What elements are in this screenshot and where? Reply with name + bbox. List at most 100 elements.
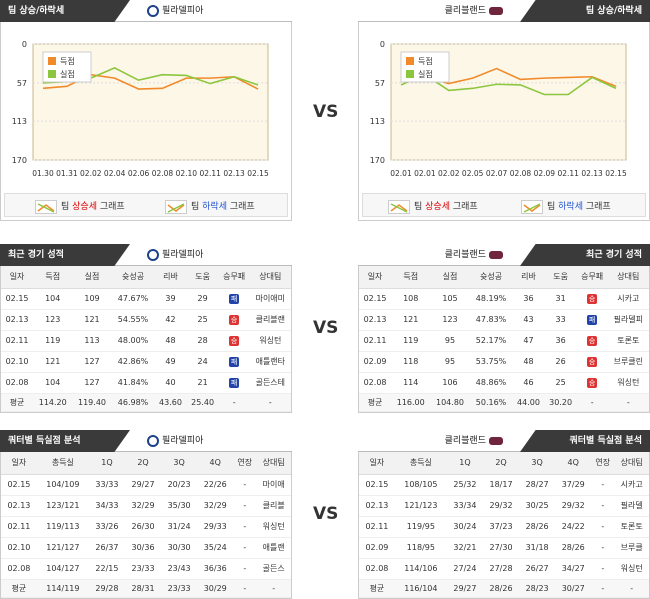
table-cell: 114/119 bbox=[36, 579, 89, 598]
table-cell: - bbox=[218, 393, 250, 412]
x-tick-label: 02.15 bbox=[605, 169, 627, 178]
table-cell: 22/15 bbox=[88, 558, 125, 580]
x-tick-label: 02.06 bbox=[128, 169, 150, 178]
table-cell: 47.83% bbox=[469, 309, 513, 331]
table-cell: 119/113 bbox=[36, 516, 89, 538]
table-cell: 29/32 bbox=[482, 495, 520, 517]
table-row: 02.11 119 113 48.00% 48 28 승 워싱턴 bbox=[1, 330, 291, 352]
table-cell: 119.40 bbox=[72, 393, 112, 412]
table-cell: 114 bbox=[391, 372, 431, 394]
table-cell: 30/29 bbox=[197, 579, 234, 598]
table-cell: 106 bbox=[430, 372, 470, 394]
table-cell: 골든스 bbox=[256, 558, 291, 580]
result-cell: 승 bbox=[576, 372, 608, 394]
table-cell: 46.98% bbox=[111, 393, 155, 412]
table-cell: 35/24 bbox=[197, 537, 234, 559]
table-cell: 46 bbox=[512, 372, 545, 394]
col-header: 리바 bbox=[512, 266, 545, 289]
table-cell: - bbox=[607, 393, 649, 412]
col-header: 승무패 bbox=[218, 266, 250, 289]
down-graph-icon bbox=[165, 199, 187, 214]
table-cell: 33/26 bbox=[88, 516, 125, 538]
table-cell: 121/127 bbox=[36, 537, 89, 559]
table-row: 02.13 123 121 54.55% 42 25 승 클리블랜 bbox=[1, 309, 291, 331]
table-cell: 33/33 bbox=[88, 474, 125, 496]
right-graph-legend: 팀 상승세 그래프 팀 하락세 그래프 bbox=[362, 193, 646, 217]
table-cell: 35/30 bbox=[161, 495, 198, 517]
average-row: 평균 114/119 29/28 28/31 23/33 30/29- - bbox=[1, 579, 291, 598]
table-cell: 02.10 bbox=[1, 537, 37, 559]
table-cell: 02.15 bbox=[359, 288, 392, 310]
vs-label-3: VS bbox=[313, 504, 339, 524]
table-row: 02.13 121 123 47.83% 43 33 패 필라델피 bbox=[359, 309, 649, 331]
left-quarter-table: 일자 총득실 1Q 2Q 3Q 4Q 연장 상대팀 02.15 104/109 33/33 29/27… bbox=[1, 452, 291, 598]
table-cell: 36 bbox=[544, 330, 577, 352]
right-recent-panel: 클리블랜드 최근 경기 성적 일자 득점 실점 슛성공 리바 도움 승무패 상대팀 02.15 1… bbox=[358, 244, 650, 413]
table-cell: 29/27 bbox=[124, 474, 162, 496]
right-recent-title: 최근 경기 성적 bbox=[520, 244, 650, 266]
table-cell: - bbox=[591, 495, 615, 517]
col-header: 상대팀 bbox=[256, 452, 291, 475]
result-badge: 승 bbox=[587, 335, 598, 346]
legend-label: 실점 bbox=[60, 69, 75, 79]
table-row: 02.10 121/127 26/37 30/36 30/30 35/24- 애틀랜 bbox=[1, 537, 291, 559]
table-row: 02.10 121 127 42.86% 49 24 패 애틀랜타 bbox=[1, 351, 291, 373]
vs-label-2: VS bbox=[313, 318, 339, 338]
table-cell: 123 bbox=[33, 309, 73, 331]
table-cell: 27/24 bbox=[446, 558, 483, 580]
table-cell: 121 bbox=[72, 309, 112, 331]
table-cell: 30.20 bbox=[544, 393, 577, 412]
table-cell: 27/30 bbox=[482, 537, 520, 559]
y-tick-label: 0 bbox=[380, 40, 385, 49]
table-row: 02.13 121/123 33/34 29/32 30/25 29/32- 필라델 bbox=[359, 495, 649, 517]
table-cell: 104/127 bbox=[36, 558, 89, 580]
result-cell: 승 bbox=[576, 351, 608, 373]
table-cell: 127 bbox=[72, 372, 112, 394]
table-cell: 평균 bbox=[1, 393, 34, 412]
result-cell: 승 bbox=[576, 330, 608, 352]
table-cell: 26/30 bbox=[124, 516, 162, 538]
table-cell: - bbox=[591, 537, 615, 559]
x-tick-label: 01.31 bbox=[56, 169, 78, 178]
table-cell: 109 bbox=[72, 288, 112, 310]
right-graph-down[interactable]: 팀 하락세 그래프 bbox=[521, 199, 611, 214]
right-recent-table: 일자 득점 실점 슛성공 리바 도움 승무패 상대팀 02.15 108 105 48.19% 36 31… bbox=[359, 266, 649, 412]
average-row: 평균 116.00 104.80 50.16% 44.00 30.20- - bbox=[359, 393, 649, 412]
result-badge: 승 bbox=[587, 356, 598, 367]
x-tick-label: 02.11 bbox=[557, 169, 579, 178]
series-line-allowed bbox=[400, 73, 617, 96]
table-cell: 108/105 bbox=[394, 474, 447, 496]
table-cell: 02.15 bbox=[1, 474, 37, 496]
table-cell: 02.08 bbox=[1, 558, 37, 580]
legend-swatch bbox=[48, 70, 56, 78]
table-cell: 33 bbox=[544, 309, 577, 331]
result-badge: 패 bbox=[587, 314, 598, 325]
table-cell: 02.15 bbox=[1, 288, 34, 310]
table-cell: - bbox=[233, 579, 257, 598]
table-cell: 28 bbox=[186, 330, 219, 352]
col-header: 총득실 bbox=[36, 452, 89, 475]
left-graph-down[interactable]: 팀 하락세 그래프 bbox=[165, 199, 255, 214]
y-tick-label: 0 bbox=[22, 40, 27, 49]
table-cell: 28/23 bbox=[519, 579, 556, 598]
table-cell: 29/33 bbox=[197, 516, 234, 538]
result-badge: 승 bbox=[229, 335, 240, 346]
right-graph-up[interactable]: 팀 상승세 그래프 bbox=[388, 199, 478, 214]
table-cell: 48.00% bbox=[111, 330, 155, 352]
result-cell: 패 bbox=[218, 351, 250, 373]
table-cell: 26/27 bbox=[519, 558, 556, 580]
table-cell: 30/36 bbox=[124, 537, 162, 559]
table-row: 02.11 119/95 30/24 37/23 28/26 24/22- 토론토 bbox=[359, 516, 649, 538]
left-graph-up[interactable]: 팀 상승세 그래프 bbox=[35, 199, 125, 214]
table-cell: - bbox=[576, 393, 608, 412]
col-header: 실점 bbox=[72, 266, 112, 289]
table-cell: 50.16% bbox=[469, 393, 513, 412]
table-cell: 47 bbox=[512, 330, 545, 352]
right-quarter-panel: 클리블랜드 쿼터별 득실점 분석 일자 총득실 1Q 2Q 3Q 4Q 연장 상대팀 02.15… bbox=[358, 430, 650, 599]
col-header: 연장 bbox=[233, 452, 257, 475]
table-cell: 필라델피 bbox=[607, 309, 649, 331]
table-cell: 워싱턴 bbox=[607, 372, 649, 394]
left-quarter-header: 쿼터별 득실점 분석 필라델피아 bbox=[0, 430, 292, 452]
table-cell: 02.09 bbox=[359, 537, 395, 559]
